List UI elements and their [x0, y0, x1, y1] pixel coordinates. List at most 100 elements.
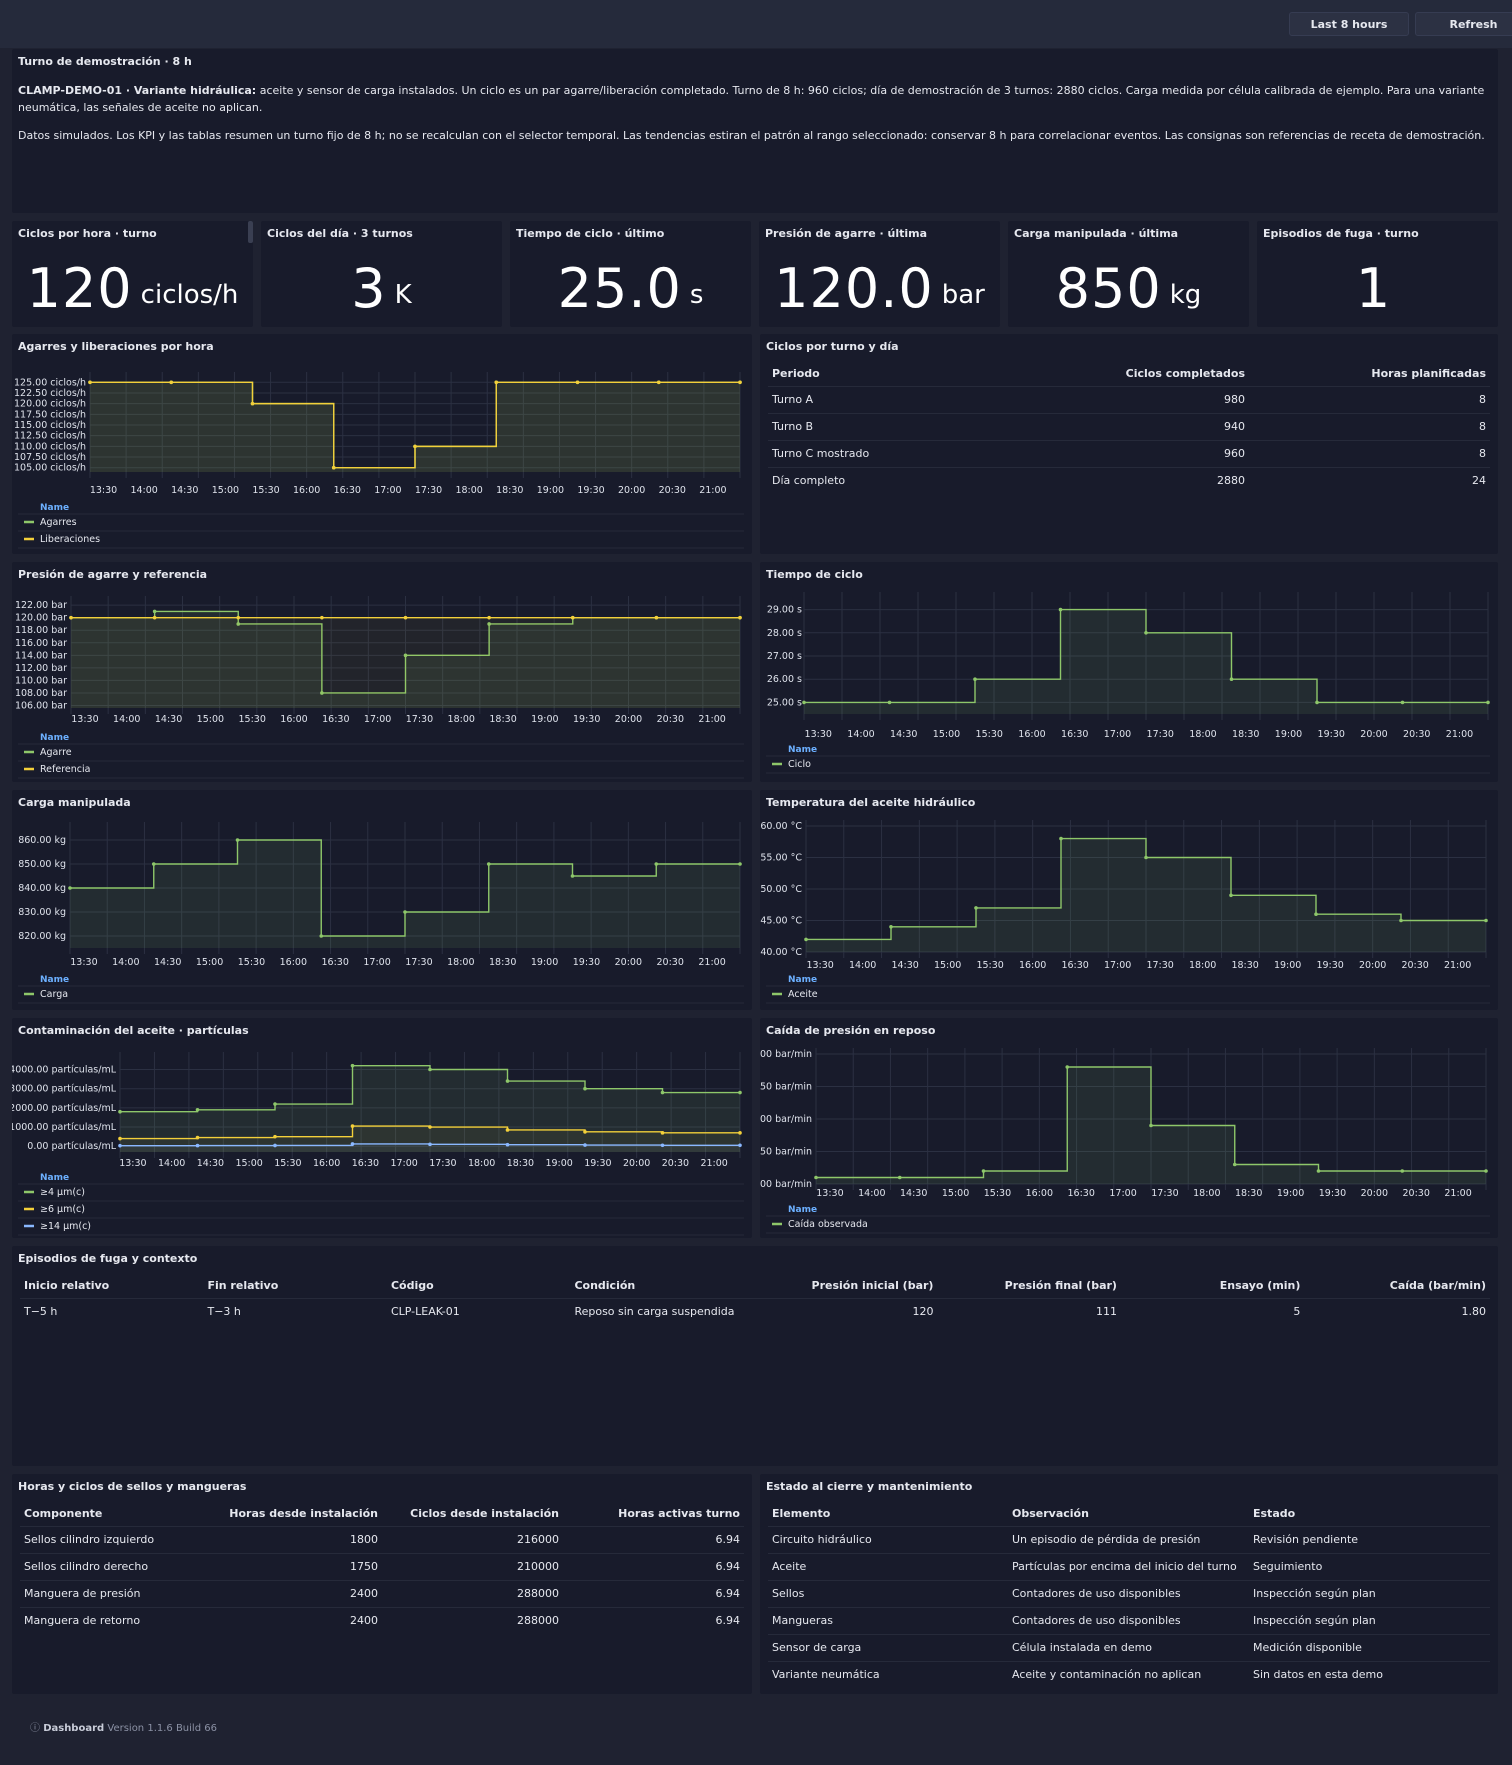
time-range-picker[interactable]: Last 8 hours [1289, 12, 1409, 36]
y-tick-label: 29.00 s [767, 605, 802, 616]
x-tick-label: 17:00 [363, 957, 390, 968]
legend-item[interactable]: Liberaciones [40, 534, 100, 545]
column-header[interactable]: Horas desde instalación [229, 1507, 378, 1521]
table-cell: 6.94 [563, 1552, 744, 1580]
legend-item[interactable]: Ciclo [788, 759, 811, 770]
data-point [583, 1130, 587, 1134]
y-tick-label: 122.50 ciclos/h [14, 388, 86, 399]
y-tick-label: 117.50 ciclos/h [14, 409, 86, 420]
legend-item[interactable]: Caída observada [788, 1219, 868, 1230]
data-point [1316, 1169, 1321, 1173]
column-header[interactable]: Condición [574, 1279, 636, 1293]
x-tick-label: 20:00 [618, 485, 645, 496]
x-tick-label: 20:00 [1359, 960, 1386, 971]
y-tick-label: 122.00 bar [15, 600, 67, 611]
data-point [505, 1142, 510, 1147]
data-point [250, 401, 255, 406]
x-tick-label: 14:30 [891, 960, 918, 971]
data-point [505, 1079, 510, 1083]
x-tick-label: 14:30 [900, 1188, 927, 1199]
column-header[interactable]: Ensayo (min) [1219, 1279, 1301, 1293]
table-row: T−5 h T−3 h CLP-LEAK-01 Reposo sin carga su… [20, 1297, 1490, 1325]
data-point [486, 862, 491, 866]
x-tick-label: 20:30 [657, 957, 684, 968]
kpi-number: 120.0 [774, 256, 934, 320]
legend-item[interactable]: Agarre [40, 747, 72, 758]
table-cell: Turno A [768, 385, 1008, 413]
x-tick-label: 20:00 [1360, 729, 1387, 740]
legend-item[interactable]: ≥4 µm(c) [40, 1187, 85, 1198]
table-cell: Seguimiento [1249, 1552, 1490, 1580]
kpi-title: Tiempo de ciclo · último [516, 227, 665, 240]
x-tick-label: 20:00 [623, 1158, 650, 1169]
data-point [505, 1128, 510, 1132]
column-header[interactable]: Fin relativo [207, 1279, 279, 1293]
y-tick-label: 110.00 ciclos/h [14, 441, 86, 452]
panel-particulas: Contaminación del aceite · partículas 400… [12, 1018, 752, 1238]
legend-item[interactable]: Referencia [40, 764, 90, 775]
legend-header: Name [788, 975, 817, 985]
data-point [403, 615, 408, 620]
x-tick-label: 16:30 [1068, 1188, 1095, 1199]
column-header[interactable]: Periodo [772, 367, 820, 381]
table-cell: 1750 [201, 1552, 382, 1580]
column-header[interactable]: Ciclos desde instalación [410, 1507, 559, 1521]
x-tick-label: 18:00 [1189, 729, 1216, 740]
x-tick-label: 15:30 [976, 960, 1003, 971]
column-header[interactable]: Inicio relativo [24, 1279, 110, 1293]
column-header[interactable]: Horas activas turno [618, 1507, 740, 1521]
table-cell: Aceite [768, 1552, 1008, 1580]
x-tick-label: 20:30 [1401, 960, 1428, 971]
scrollbar-thumb[interactable] [248, 221, 253, 243]
data-point [804, 937, 808, 942]
legend-item[interactable]: ≥6 µm(c) [40, 1204, 85, 1215]
column-header[interactable]: Estado [1253, 1507, 1296, 1521]
panel-carga: Carga manipulada 860.00 kg 850.00 kg 840.00… [12, 790, 752, 1010]
x-tick-label: 15:30 [976, 729, 1003, 740]
data-point [273, 1102, 277, 1106]
legend-item[interactable]: ≥14 µm(c) [40, 1221, 91, 1232]
data-point [570, 874, 575, 878]
column-header[interactable]: Observación [1012, 1507, 1089, 1521]
panel-title: Agarres y liberaciones por hora [18, 340, 214, 353]
column-header[interactable]: Elemento [772, 1507, 831, 1521]
table-cell: Aceite y contaminación no aplican [1008, 1660, 1249, 1688]
footer-brand[interactable]: Dashboard [43, 1723, 105, 1734]
x-tick-label: 17:00 [390, 1158, 417, 1169]
data-point [1315, 700, 1319, 705]
table-cell: Inspección según plan [1249, 1579, 1490, 1607]
table-cell: Manguera de presión [20, 1579, 201, 1607]
table-cell: Variante neumática [768, 1660, 1008, 1688]
table-cell: T−5 h [20, 1297, 204, 1325]
x-tick-label: 15:30 [274, 1158, 301, 1169]
x-tick-label: 17:00 [1104, 729, 1131, 740]
data-point [487, 615, 491, 620]
refresh-button[interactable]: Refresh [1415, 12, 1512, 36]
y-tick-label: 1000.00 partículas/mL [12, 1122, 117, 1133]
column-header[interactable]: Componente [24, 1507, 103, 1521]
column-header[interactable]: Ciclos completados [1125, 367, 1245, 381]
table-cell: Mangueras [768, 1606, 1008, 1634]
data-point [428, 1142, 432, 1147]
info-icon: ⓘ [30, 1723, 40, 1734]
legend-header: Name [40, 503, 69, 513]
column-header[interactable]: Caída (bar/min) [1389, 1279, 1486, 1293]
column-header[interactable]: Horas planificadas [1371, 367, 1486, 381]
column-header[interactable]: Código [390, 1279, 434, 1293]
x-tick-label: 16:00 [280, 957, 307, 968]
x-tick-label: 17:00 [1109, 1188, 1136, 1199]
x-tick-label: 15:00 [196, 957, 223, 968]
column-header[interactable]: Presión final (bar) [1004, 1279, 1117, 1293]
column-header[interactable]: Presión inicial (bar) [811, 1279, 934, 1293]
data-point [1400, 1169, 1405, 1173]
data-point [403, 910, 407, 914]
x-tick-label: 15:30 [984, 1188, 1011, 1199]
panel-title: Tiempo de ciclo [766, 568, 863, 581]
data-point [350, 1142, 355, 1146]
legend-item[interactable]: Carga [40, 989, 68, 1000]
x-tick-label: 18:00 [455, 485, 482, 496]
legend-item[interactable]: Aceite [788, 989, 818, 1000]
x-tick-label: 20:30 [662, 1158, 689, 1169]
data-point [660, 1143, 665, 1148]
legend-item[interactable]: Agarres [40, 517, 77, 528]
